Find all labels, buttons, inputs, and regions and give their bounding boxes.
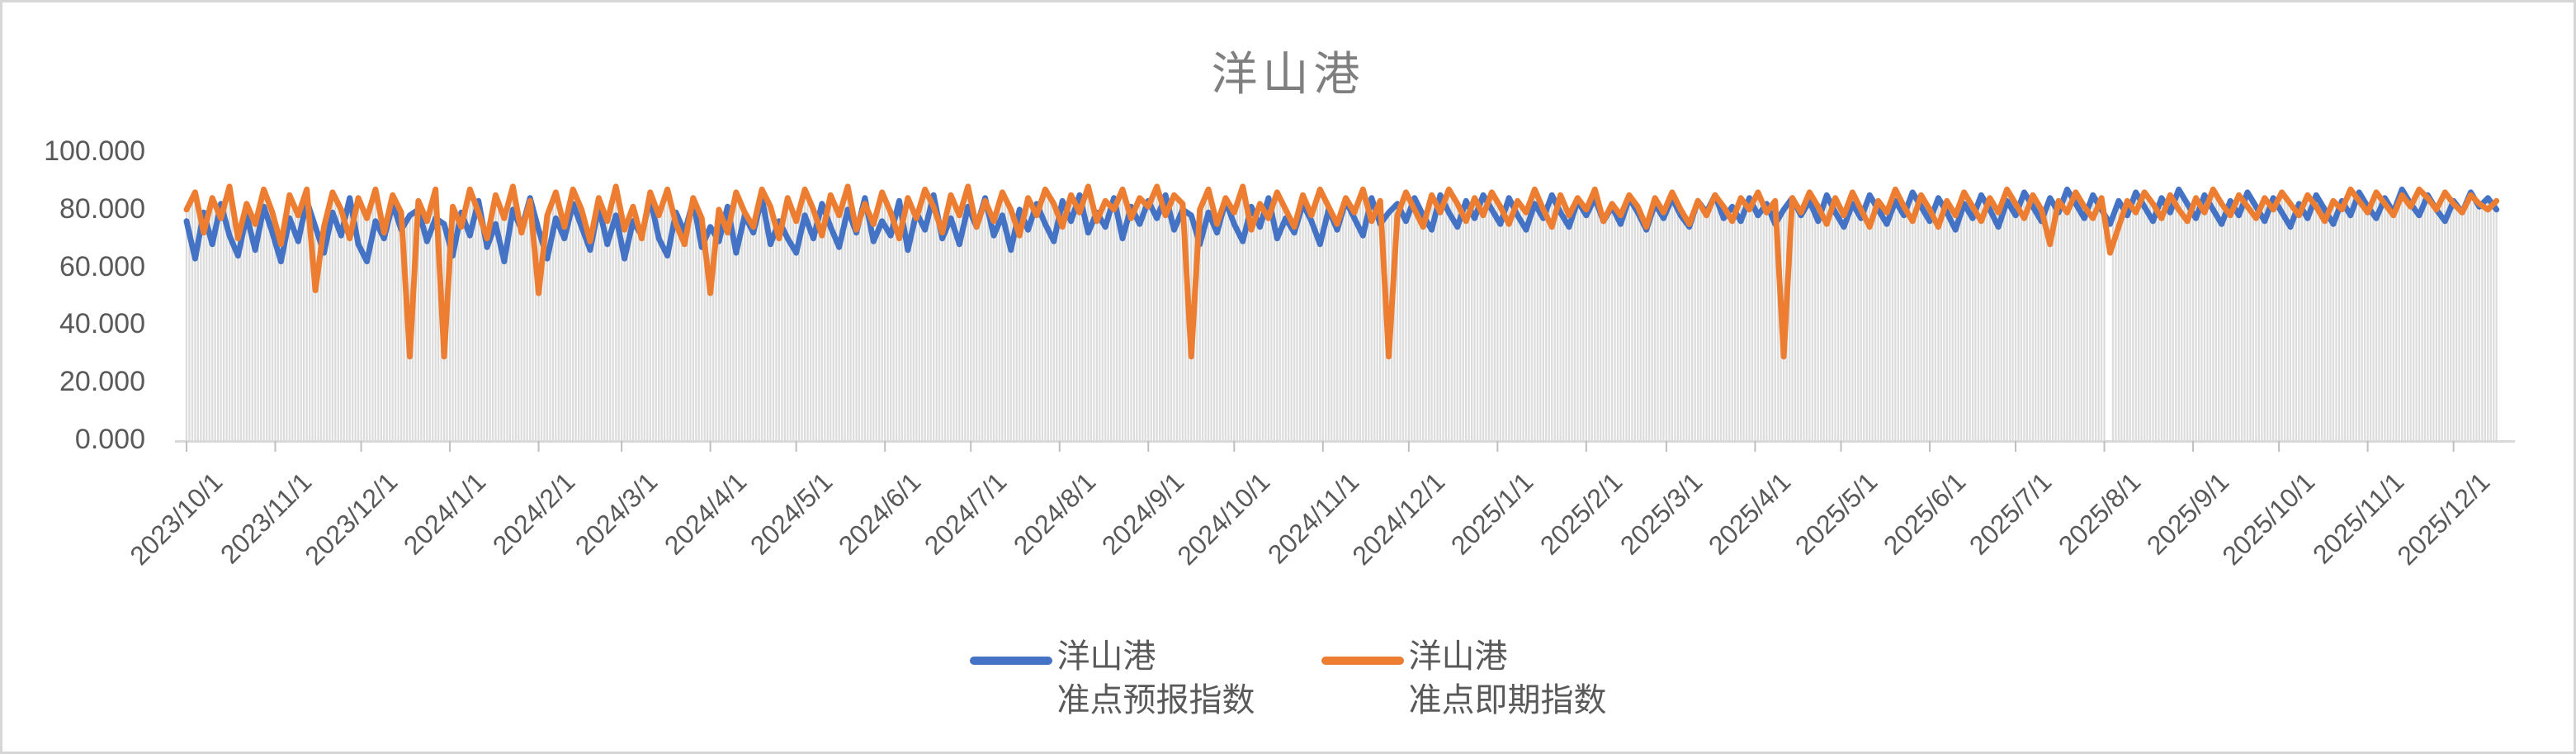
legend-item-forecast: 洋山港 准点预报指数	[969, 635, 1255, 723]
legend-swatch-forecast	[969, 657, 1052, 665]
y-axis-label: 60.000	[59, 250, 145, 282]
drop-lines	[185, 189, 2498, 441]
y-axis-label: 0.000	[74, 424, 145, 455]
legend-label-forecast: 洋山港 准点预报指数	[1057, 635, 1255, 723]
legend-item-spot: 洋山港 准点即期指数	[1321, 635, 1607, 723]
y-axis-label: 100.000	[44, 135, 145, 167]
legend-swatch-spot	[1321, 657, 1404, 665]
y-axis-label: 80.000	[59, 192, 145, 225]
x-axis-ticks	[186, 441, 2455, 452]
legend-label-forecast-line1: 洋山港	[1056, 638, 1156, 675]
legend-label-forecast-line2: 准点预报指数	[1056, 682, 1255, 719]
legend-label-spot-line2: 准点即期指数	[1408, 682, 1607, 719]
y-axis-label: 20.000	[59, 366, 145, 398]
legend-label-spot-line1: 洋山港	[1408, 638, 1508, 675]
chart-title: 洋山港	[1211, 48, 1365, 100]
legend-label-spot: 洋山港 准点即期指数	[1409, 635, 1607, 723]
series-line-spot	[183, 183, 2500, 360]
legend: 洋山港 准点预报指数 洋山港 准点即期指数	[2, 635, 2574, 723]
y-axis-label: 40.000	[59, 308, 145, 340]
